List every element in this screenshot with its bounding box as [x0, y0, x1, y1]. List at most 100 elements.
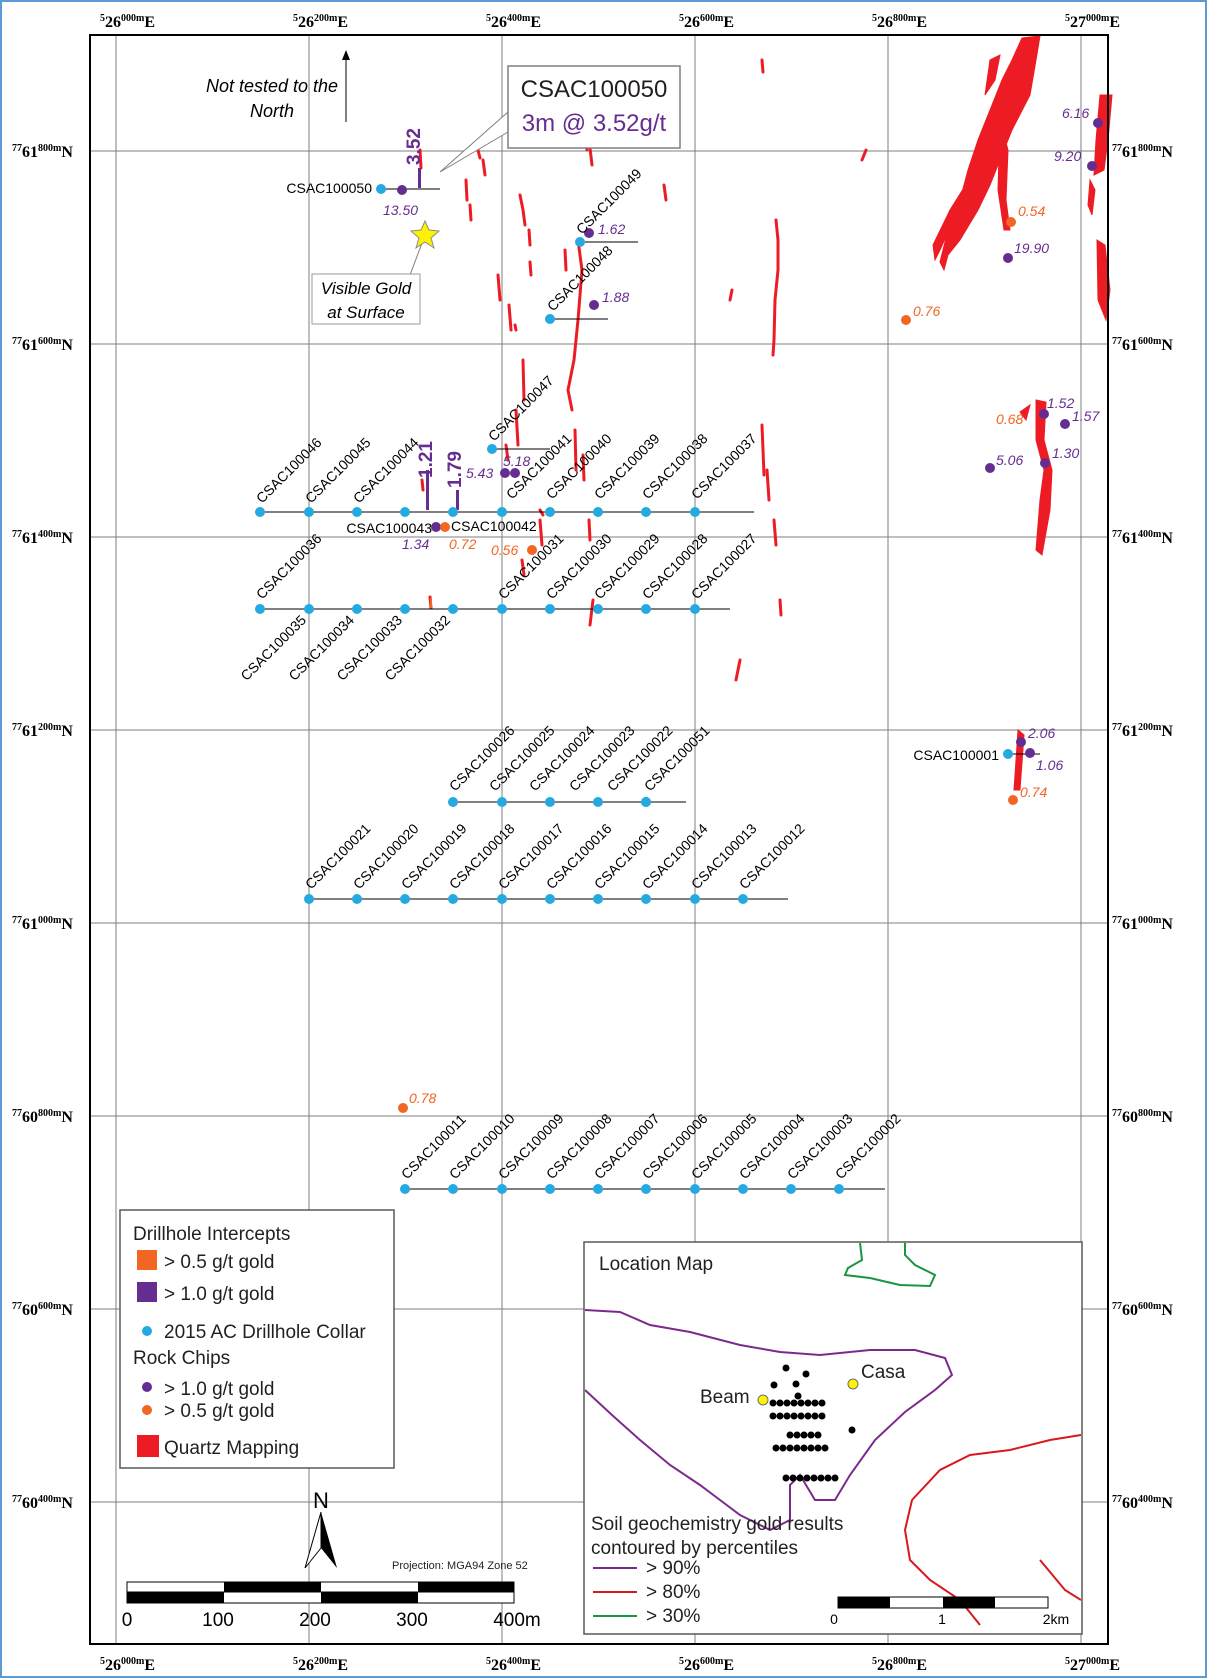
- easting-label: 526800mE: [872, 13, 927, 31]
- collar-marker: [738, 1184, 748, 1194]
- northing-label: 7761600mN: [12, 336, 73, 354]
- collar-marker: [545, 797, 555, 807]
- beam-label: Beam: [700, 1387, 750, 1408]
- legend: Drillhole Intercepts > 0.5 g/t gold > 1.…: [119, 1209, 395, 1469]
- rock-chip-value: 13.50: [383, 202, 418, 218]
- rock-chip-orange: [440, 522, 450, 532]
- callout-csac100050: CSAC100050 3m @ 3.52g/t: [439, 65, 681, 173]
- intercept-value: 1.21: [416, 441, 437, 478]
- collar-marker: [255, 507, 265, 517]
- collar-marker: [641, 604, 651, 614]
- northing-label: 7760600mN: [1112, 1301, 1173, 1319]
- rock-chip-purple: [584, 228, 594, 238]
- northing-label: 7760400mN: [1112, 1494, 1173, 1512]
- collar-marker: [545, 507, 555, 517]
- rock-chips: [397, 118, 1103, 1113]
- collar-marker: [400, 1184, 410, 1194]
- callout-hole: CSAC100050: [521, 76, 668, 103]
- rock-chip-value: 1.30: [1052, 445, 1079, 461]
- collar-marker: [545, 314, 555, 324]
- collar-marker: [497, 604, 507, 614]
- contour-30: [843, 1243, 937, 1288]
- visible-gold-text-1: Visible Gold: [321, 279, 412, 298]
- easting-labels-bottom: 526000mE 526200mE 526400mE 526600mE 5268…: [100, 1656, 1120, 1674]
- collar-marker: [497, 894, 507, 904]
- collar-marker: [738, 894, 748, 904]
- beam-marker: [757, 1394, 769, 1406]
- rock-chip-orange: [901, 315, 911, 325]
- collar-marker: [400, 604, 410, 614]
- rock-chip-purple: [1093, 118, 1103, 128]
- collar-marker: [545, 1184, 555, 1194]
- soil-text-1: Soil geochemistry gold results: [591, 1514, 843, 1535]
- rock-chip-values: 13.50 1.62 1.88 5.43 5.18 1.34 0.72 0.56…: [383, 105, 1100, 1106]
- collar-marker: [448, 507, 458, 517]
- collar-marker: [255, 604, 265, 614]
- collar-marker: [400, 507, 410, 517]
- inset-scale-tick: 2km: [1043, 1611, 1069, 1627]
- northing-label: 7761400mN: [12, 529, 73, 547]
- rock-chip-value: 2.06: [1027, 725, 1055, 741]
- easting-label: 526400mE: [486, 1656, 541, 1674]
- easting-label: 527000mE: [1065, 13, 1120, 31]
- rock-chip-purple: [1060, 419, 1070, 429]
- collar-marker: [304, 894, 314, 904]
- collar-marker: [497, 507, 507, 517]
- collar-marker: [352, 507, 362, 517]
- rock-chip-value: 0.56: [491, 542, 518, 558]
- rock-chip-purple: [985, 463, 995, 473]
- hole-label: CSAC100043: [346, 520, 432, 536]
- collar-marker: [641, 894, 651, 904]
- hole-label: CSAC100001: [913, 747, 999, 763]
- collar-marker: [497, 797, 507, 807]
- north-letter: N: [313, 1488, 329, 1513]
- collar-marker: [304, 507, 314, 517]
- north-arrow: N: [304, 1488, 337, 1569]
- not-tested-text-1: Not tested to the: [206, 76, 338, 96]
- northing-label: 7761400mN: [1112, 529, 1173, 547]
- soil-p30: > 30%: [646, 1606, 701, 1627]
- rock-chip-purple: [1003, 253, 1013, 263]
- collar-marker: [690, 1184, 700, 1194]
- easting-label: 526000mE: [100, 13, 155, 31]
- not-tested-text-2: North: [250, 101, 294, 121]
- rock-chip-value: 1.06: [1036, 757, 1063, 773]
- rock-chip-value: 5.43: [466, 465, 493, 481]
- rock-chip-purple: [1040, 458, 1050, 468]
- northing-label: 7760600mN: [12, 1301, 73, 1319]
- collar-marker: [352, 604, 362, 614]
- location-map-title: Location Map: [599, 1254, 713, 1275]
- contour-80: [911, 1434, 1081, 1501]
- rock-chip-value: 5.06: [996, 452, 1023, 468]
- legend-quartz: Quartz Mapping: [164, 1438, 299, 1459]
- rock-chip-value: 1.34: [402, 536, 429, 552]
- easting-label: 526200mE: [293, 13, 348, 31]
- rock-chip-value: 9.20: [1054, 148, 1081, 164]
- legend-gt05: > 0.5 g/t gold: [164, 1252, 274, 1273]
- rock-chip-value: 19.90: [1014, 240, 1049, 256]
- callout-result: 3m @ 3.52g/t: [522, 110, 667, 137]
- collar-marker: [834, 1184, 844, 1194]
- easting-label: 526800mE: [872, 1656, 927, 1674]
- easting-label: 526200mE: [293, 1656, 348, 1674]
- collar-marker: [641, 507, 651, 517]
- rock-chip-purple: [397, 185, 407, 195]
- collar-marker: [593, 797, 603, 807]
- collar-marker: [545, 894, 555, 904]
- rock-chip-purple: [510, 468, 520, 478]
- casa-label: Casa: [861, 1362, 906, 1383]
- visible-gold-note: Visible Gold at Surface: [311, 219, 441, 325]
- northing-label: 7760400mN: [12, 1494, 73, 1512]
- easting-labels-top: 526000mE 526200mE 526400mE 526600mE 5268…: [100, 13, 1120, 31]
- collar-marker: [497, 1184, 507, 1194]
- soil-text-2: contoured by percentiles: [591, 1538, 798, 1559]
- inset-scale-tick: 0: [830, 1611, 838, 1627]
- inset-scale-tick: 1: [938, 1611, 946, 1627]
- intercept-value: 1.79: [445, 451, 466, 488]
- legend-rock-gt05: > 0.5 g/t gold: [164, 1401, 274, 1422]
- rock-chip-value: 1.62: [598, 221, 625, 237]
- collar-marker: [487, 444, 497, 454]
- hole-label: CSAC100042: [451, 518, 537, 534]
- projection-text: Projection: MGA94 Zone 52: [392, 1560, 528, 1572]
